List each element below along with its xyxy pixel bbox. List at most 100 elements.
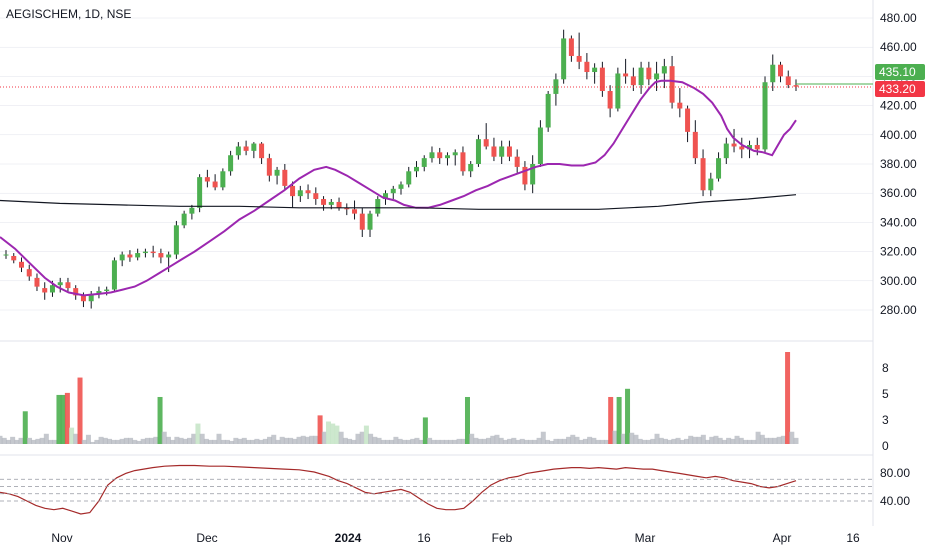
volume-bar[interactable] [90, 441, 96, 444]
volume-bar[interactable] [709, 436, 715, 444]
volume-bar[interactable] [486, 437, 492, 444]
volume-bar[interactable] [60, 394, 66, 444]
candle-body[interactable] [708, 178, 714, 191]
volume-bar[interactable] [582, 438, 588, 444]
candle-body[interactable] [150, 251, 156, 254]
candle-body[interactable] [561, 38, 567, 80]
candle-body[interactable] [429, 152, 435, 159]
volume-bar[interactable] [317, 415, 323, 444]
volume-bar[interactable] [464, 396, 470, 444]
volume-bar[interactable] [384, 439, 390, 444]
volume-bar[interactable] [528, 439, 534, 444]
candle-body[interactable] [359, 213, 365, 230]
candle-body[interactable] [344, 207, 350, 210]
volume-bar[interactable] [98, 436, 104, 444]
candle-body[interactable] [599, 67, 605, 91]
candle-body[interactable] [305, 190, 311, 194]
volume-bar[interactable] [599, 439, 605, 444]
volume-bar[interactable] [536, 437, 542, 444]
volume-bar[interactable] [195, 423, 201, 444]
candle-body[interactable] [785, 76, 791, 86]
volume-bar[interactable] [772, 437, 778, 444]
volume-bar[interactable] [69, 427, 75, 444]
volume-bar[interactable] [5, 439, 11, 444]
volume-bar[interactable] [738, 437, 744, 444]
candle-body[interactable] [119, 254, 125, 261]
volume-bar[interactable] [667, 439, 673, 444]
candle-body[interactable] [506, 146, 512, 157]
volume-bar[interactable] [397, 438, 403, 444]
volume-bar[interactable] [443, 439, 449, 444]
candle-body[interactable] [762, 82, 768, 150]
volume-bar[interactable] [275, 439, 281, 444]
volume-bar[interactable] [233, 437, 239, 444]
candle-body[interactable] [189, 207, 195, 214]
candle-body[interactable] [700, 158, 706, 191]
candle-body[interactable] [499, 146, 505, 157]
candle-body[interactable] [778, 64, 784, 77]
volume-bar[interactable] [713, 435, 719, 444]
volume-bar[interactable] [48, 439, 54, 444]
candle-body[interactable] [290, 185, 296, 197]
volume-bar[interactable] [338, 431, 344, 444]
rsi-line[interactable] [0, 464, 797, 515]
volume-bar[interactable] [700, 434, 706, 444]
candle-body[interactable] [57, 282, 63, 286]
volume-bar[interactable] [401, 439, 407, 444]
candle-body[interactable] [669, 66, 675, 103]
candle-body[interactable] [692, 131, 698, 159]
volume-bar[interactable] [789, 431, 795, 444]
volume-bar[interactable] [473, 437, 479, 444]
candle-body[interactable] [770, 64, 776, 83]
candle-body[interactable] [142, 251, 148, 254]
candle-body[interactable] [88, 293, 94, 302]
volume-bar[interactable] [498, 437, 504, 444]
volume-bar[interactable] [456, 438, 462, 444]
volume-bar[interactable] [267, 436, 273, 444]
volume-bar[interactable] [494, 434, 500, 444]
volume-bar[interactable] [132, 439, 138, 444]
volume-bar[interactable] [734, 435, 740, 444]
volume-bar[interactable] [283, 437, 289, 444]
candle-body[interactable] [34, 277, 40, 287]
candle-body[interactable] [491, 146, 497, 157]
volume-bar[interactable] [309, 435, 315, 444]
price-axis[interactable]: 480.00460.00440.00420.00400.00380.00360.… [880, 11, 917, 317]
volume-bar[interactable] [477, 438, 483, 444]
volume-bar[interactable] [591, 437, 597, 444]
candle-body[interactable] [235, 146, 241, 156]
candle-body[interactable] [747, 145, 753, 150]
volume-bar[interactable] [780, 435, 786, 444]
volume-bar[interactable] [347, 438, 353, 444]
volume-bar[interactable] [330, 423, 336, 444]
volume-bar[interactable] [540, 431, 546, 444]
volume-bar[interactable] [203, 438, 209, 444]
candle-body[interactable] [26, 269, 32, 277]
volume-bar[interactable] [85, 434, 91, 444]
candle-body[interactable] [212, 181, 218, 188]
candle-body[interactable] [197, 177, 203, 208]
volume-bar[interactable] [43, 433, 49, 444]
volume-bar[interactable] [422, 417, 428, 444]
volume-bar[interactable] [549, 440, 555, 444]
volume-bar[interactable] [153, 436, 159, 444]
volume-bar[interactable] [389, 439, 395, 444]
volume-bar[interactable] [557, 438, 563, 444]
candle-body[interactable] [243, 146, 249, 151]
volume-bar[interactable] [566, 436, 572, 444]
volume-bar[interactable] [662, 438, 668, 444]
volume-bar[interactable] [650, 438, 656, 444]
volume-bar[interactable] [174, 436, 180, 444]
volume-bar[interactable] [646, 439, 652, 444]
volume-bar[interactable] [376, 437, 382, 444]
volume-bar[interactable] [515, 439, 521, 444]
volume-bar[interactable] [372, 436, 378, 444]
candle-body[interactable] [282, 169, 288, 186]
volume-bar[interactable] [532, 439, 538, 444]
volume-bar[interactable] [380, 439, 386, 444]
volume-bar[interactable] [149, 437, 155, 444]
volume-bar[interactable] [730, 438, 736, 444]
candle-body[interactable] [731, 143, 737, 147]
volume-bar[interactable] [747, 439, 753, 444]
candle-body[interactable] [73, 288, 79, 296]
